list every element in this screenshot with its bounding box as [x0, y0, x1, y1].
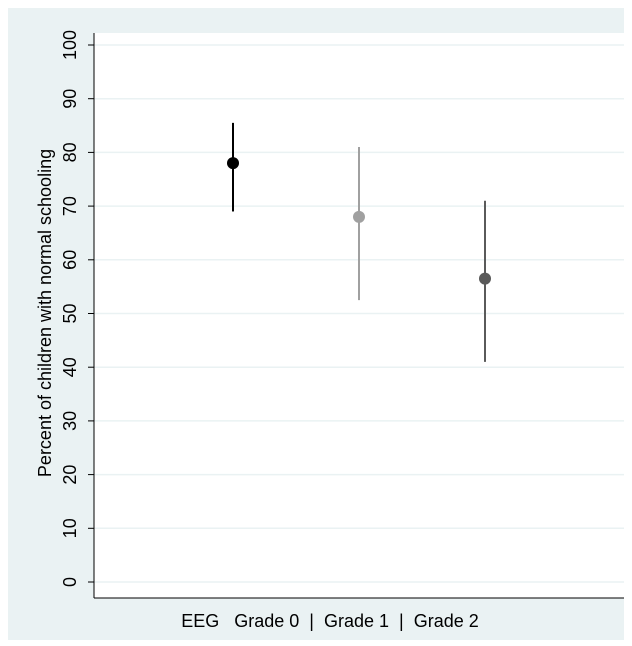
y-tick-label-20: 20	[60, 465, 80, 485]
y-axis-label: Percent of children with normal schoolin…	[35, 149, 55, 477]
y-tick-label-30: 30	[60, 411, 80, 431]
data-points	[227, 122, 491, 362]
x-axis-label: EEG Grade 0 | Grade 1 | Grade 2	[181, 611, 479, 631]
y-tick-label-80: 80	[60, 142, 80, 162]
y-tick-label-0: 0	[60, 577, 80, 587]
y-tick-label-70: 70	[60, 196, 80, 216]
point-grade-0	[227, 157, 239, 170]
plot-area	[94, 33, 624, 598]
y-tick-label-100: 100	[60, 30, 80, 60]
gridlines	[94, 44, 624, 583]
y-tick-label-10: 10	[60, 518, 80, 538]
y-tick-label-40: 40	[60, 357, 80, 377]
y-tick-label-50: 50	[60, 303, 80, 323]
point-grade-2	[479, 272, 491, 285]
point-grade-1	[353, 210, 365, 223]
y-tick-label-60: 60	[60, 250, 80, 270]
y-ticks: 0 10 20 30 40 50 60 70 80 90 100	[60, 30, 94, 587]
y-tick-label-90: 90	[60, 89, 80, 109]
axes	[93, 33, 624, 599]
